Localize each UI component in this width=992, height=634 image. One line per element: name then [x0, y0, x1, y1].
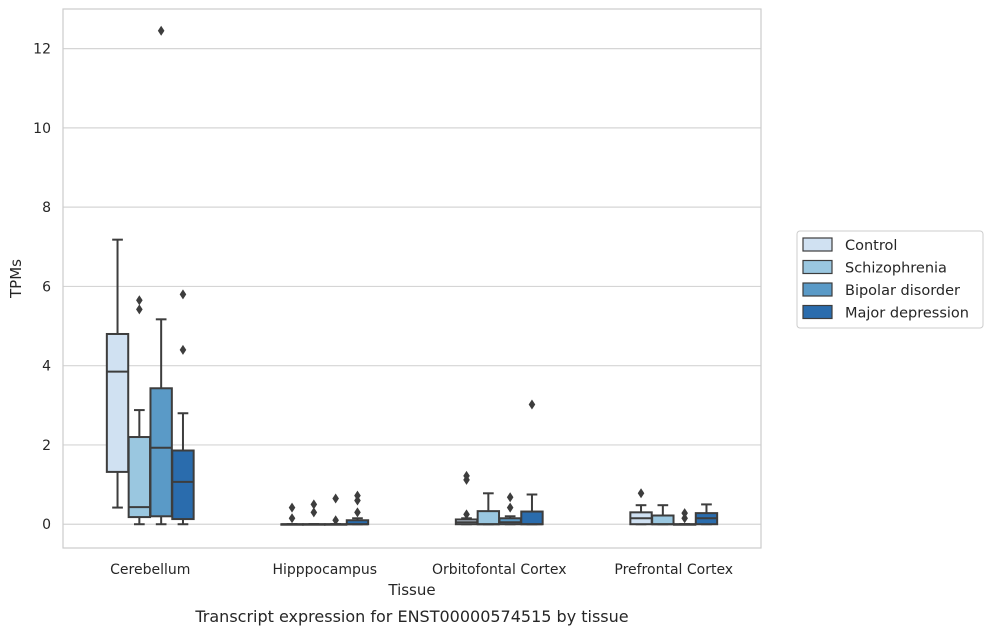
legend-entry: Major depression — [802, 304, 969, 322]
outlier-point — [354, 490, 361, 501]
box-control — [280, 502, 304, 526]
outlier-point — [179, 289, 187, 300]
outlier-point — [506, 502, 514, 513]
outlier-point — [179, 344, 187, 355]
legend-entry: Control — [802, 237, 897, 254]
outlier-point — [463, 509, 470, 520]
y-tick-label: 4 — [42, 359, 51, 375]
x-tick-label: Orbitofontal Cortex — [432, 562, 567, 578]
y-tick-label: 10 — [33, 121, 51, 137]
box-control — [454, 470, 479, 526]
x-tick-label: Cerebellum — [110, 562, 190, 578]
outlier-point — [332, 515, 339, 526]
outlier-point — [136, 304, 143, 315]
y-tick-label: 6 — [42, 279, 51, 295]
legend-swatch — [802, 304, 833, 320]
legend-entry: Schizophrenia — [802, 259, 947, 277]
outlier-point — [157, 25, 165, 36]
y-tick-label: 2 — [42, 438, 51, 454]
y-tick-label: 0 — [42, 517, 51, 533]
y-tick-labels: 0 2 4 6 8 10 12 — [33, 42, 51, 534]
box-body — [149, 387, 173, 518]
legend-label: Major depression — [845, 306, 969, 322]
box-schizophrenia — [476, 492, 501, 526]
box-schizophrenia — [651, 504, 675, 526]
box-major-depression — [171, 289, 195, 526]
box-major-depression — [345, 490, 370, 526]
chart-caption: Transcript expression for ENST0000057451… — [194, 607, 628, 626]
box-body — [520, 510, 544, 526]
box-body — [127, 436, 152, 519]
box-major-depression — [694, 503, 719, 526]
legend-entry: Bipolar disorder — [802, 282, 960, 299]
box-bipolar-disorder — [323, 493, 348, 526]
outlier-point — [681, 513, 688, 524]
y-tick-label: 12 — [33, 42, 51, 58]
box-body — [651, 514, 675, 526]
box-schizophrenia — [127, 295, 152, 526]
legend-swatch — [802, 282, 833, 297]
legend-label: Control — [845, 238, 897, 254]
legend-label: Bipolar disorder — [845, 283, 960, 299]
outlier-point — [288, 513, 296, 524]
x-tick-label: Hipppocampus — [272, 562, 377, 578]
box-bipolar-disorder — [672, 508, 697, 526]
outlier-point — [310, 499, 318, 510]
legend-swatch — [802, 259, 833, 275]
x-axis-label: Tissue — [387, 581, 435, 599]
outlier-point — [463, 470, 470, 481]
legend-frame — [796, 230, 984, 329]
outlier-point — [506, 492, 514, 503]
box-body — [476, 510, 501, 526]
outlier-point — [637, 488, 645, 499]
box-schizophrenia — [302, 499, 326, 526]
outlier-point — [528, 399, 536, 410]
outlier-point — [136, 295, 143, 306]
box-body — [105, 332, 130, 473]
y-tick-label: 8 — [42, 200, 51, 216]
grid-layer — [63, 48, 761, 525]
boxes-layer — [105, 25, 719, 526]
outlier-point — [681, 508, 688, 519]
legend-label: Schizophrenia — [845, 261, 947, 277]
legend: Control Schizophrenia Bipolar disorder Majo… — [796, 230, 984, 329]
box-control — [629, 488, 653, 526]
outlier-point — [332, 493, 339, 504]
box-major-depression — [520, 399, 544, 526]
outlier-point — [354, 507, 361, 518]
box-bipolar-disorder — [149, 25, 173, 526]
legend-swatch — [802, 237, 833, 252]
x-tick-labels: Cerebellum Hipppocampus Orbitofontal Corte… — [110, 562, 733, 578]
box-body — [171, 449, 195, 521]
box-control — [105, 238, 130, 509]
outlier-point — [288, 502, 296, 513]
box-bipolar-disorder — [498, 492, 522, 526]
outlier-point — [310, 507, 318, 518]
plot-area-frame — [62, 8, 762, 549]
x-tick-label: Prefrontal Cortex — [614, 562, 733, 578]
y-axis-label: TPMs — [7, 259, 25, 299]
